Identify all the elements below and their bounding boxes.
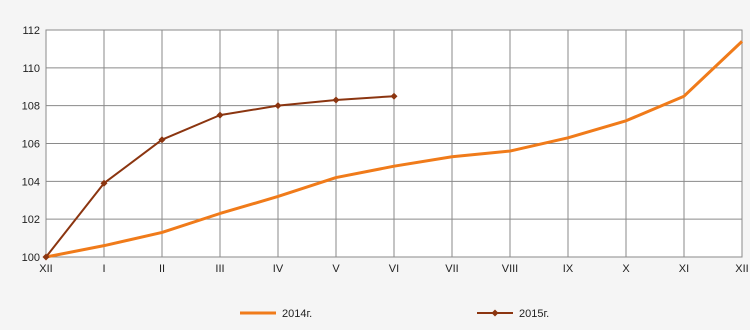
x-tick-label: II — [159, 263, 165, 275]
y-tick-label: 104 — [22, 176, 40, 188]
x-tick-label: XI — [679, 263, 689, 275]
legend-label: 2015г. — [519, 308, 549, 320]
data-point-marker — [274, 102, 282, 110]
x-tick-label: V — [332, 263, 340, 275]
x-tick-label: XII — [735, 263, 748, 275]
y-tick-label: 100 — [22, 252, 40, 264]
data-point-marker — [216, 111, 224, 119]
x-axis-ticks: XII I II III IV V VI VII VIII IX X XI XII — [39, 263, 748, 275]
legend-marker — [491, 309, 499, 317]
y-tick-label: 102 — [22, 214, 40, 226]
x-tick-label: X — [622, 263, 630, 275]
y-tick-label: 106 — [22, 139, 40, 151]
data-point-marker — [390, 92, 398, 100]
data-point-marker — [332, 96, 340, 104]
x-tick-label: III — [215, 263, 224, 275]
data-point-marker — [158, 136, 166, 144]
series-line — [45, 40, 744, 259]
legend-label: 2014г. — [282, 308, 312, 320]
x-tick-label: VIII — [502, 263, 519, 275]
x-tick-label: I — [102, 263, 105, 275]
gridlines — [45, 29, 743, 258]
data-point-marker — [42, 253, 50, 261]
x-tick-label: XII — [39, 263, 52, 275]
series-group — [42, 40, 744, 261]
y-tick-label: 112 — [22, 25, 40, 37]
data-point-marker — [100, 179, 108, 187]
legend: 2014г. 2015г. — [240, 308, 549, 320]
x-tick-label: VII — [445, 263, 458, 275]
x-tick-label: VI — [389, 263, 399, 275]
x-tick-label: IX — [563, 263, 574, 275]
y-axis-ticks: 100 102 104 106 108 110 112 — [22, 25, 40, 264]
y-tick-label: 108 — [22, 101, 40, 113]
y-tick-label: 110 — [22, 63, 40, 75]
x-tick-label: IV — [273, 263, 284, 275]
